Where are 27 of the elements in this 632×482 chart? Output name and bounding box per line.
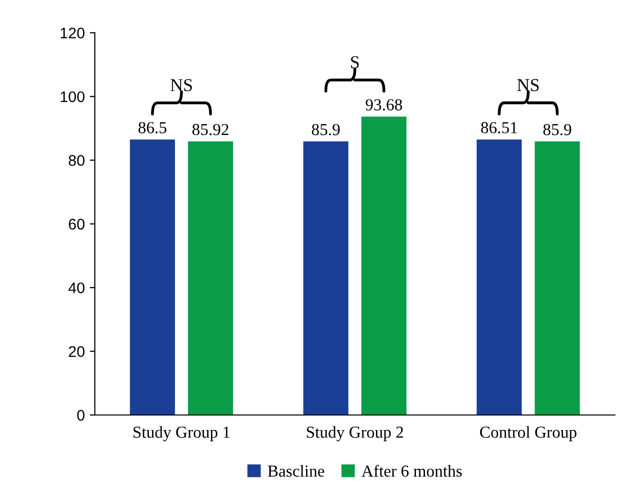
bar [534, 141, 580, 415]
bar [303, 141, 348, 415]
y-tick-label: 60 [68, 218, 84, 230]
annotation: NS [517, 79, 539, 92]
x-tick-label: Study Group 2 [306, 426, 404, 442]
y-tick-label: 100 [60, 91, 84, 102]
data-label: 86.51 [481, 122, 517, 134]
data-label: 93.68 [366, 99, 402, 111]
data-label: 85.92 [192, 124, 228, 136]
legend-label: Bascline [268, 465, 324, 477]
annotation: NS [170, 79, 192, 92]
y-tick-label: 120 [60, 28, 84, 38]
bar [476, 139, 522, 415]
y-tick-label: 80 [68, 155, 84, 166]
y-tick-label: 0 [77, 410, 84, 421]
bar [130, 139, 175, 415]
annotation: S [351, 56, 359, 68]
data-label: 86.5 [138, 122, 166, 134]
y-tick-label: 20 [68, 346, 84, 357]
bar [188, 141, 234, 415]
x-tick-label: Study Group 1 [134, 426, 230, 442]
data-label: 85.9 [543, 124, 572, 136]
bar [361, 116, 406, 415]
legend-label: After 6 months [362, 464, 462, 477]
x-tick-label: Control Group [480, 426, 576, 442]
y-tick-label: 40 [68, 282, 84, 294]
data-label: 85.9 [312, 124, 340, 136]
